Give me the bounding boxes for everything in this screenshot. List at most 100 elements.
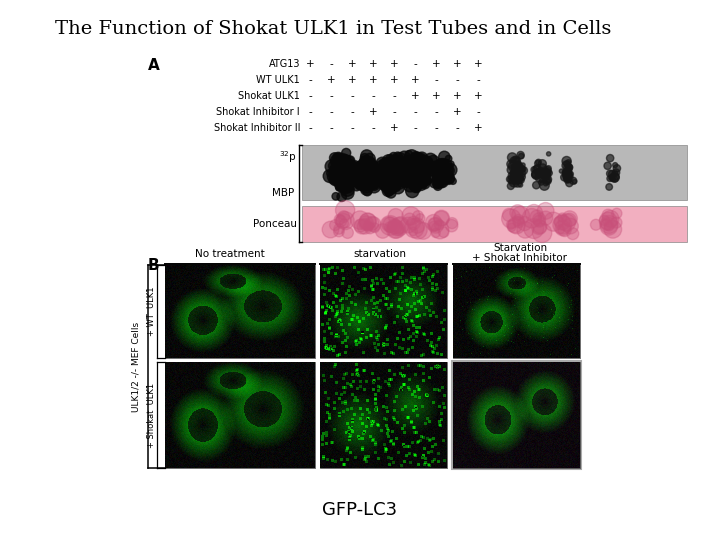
Text: +: + bbox=[474, 59, 482, 69]
Circle shape bbox=[450, 178, 456, 184]
Circle shape bbox=[386, 170, 397, 181]
Circle shape bbox=[510, 157, 519, 166]
Circle shape bbox=[384, 172, 392, 180]
Circle shape bbox=[357, 159, 368, 170]
Circle shape bbox=[395, 171, 405, 181]
Circle shape bbox=[379, 172, 389, 183]
Circle shape bbox=[382, 178, 394, 190]
Circle shape bbox=[379, 161, 392, 173]
Circle shape bbox=[610, 173, 619, 182]
Circle shape bbox=[508, 223, 516, 232]
Circle shape bbox=[384, 163, 397, 176]
Circle shape bbox=[418, 173, 425, 180]
Text: The Function of Shokat ULK1 in Test Tubes and in Cells: The Function of Shokat ULK1 in Test Tube… bbox=[55, 20, 611, 38]
Circle shape bbox=[413, 163, 427, 177]
Circle shape bbox=[357, 219, 373, 234]
Circle shape bbox=[391, 174, 401, 185]
Circle shape bbox=[360, 158, 367, 165]
Circle shape bbox=[429, 162, 438, 171]
Circle shape bbox=[341, 166, 348, 174]
Circle shape bbox=[387, 165, 394, 173]
Circle shape bbox=[418, 163, 427, 172]
Circle shape bbox=[360, 173, 369, 181]
Circle shape bbox=[518, 153, 524, 159]
Circle shape bbox=[336, 176, 342, 181]
Circle shape bbox=[388, 177, 397, 186]
Circle shape bbox=[412, 166, 423, 178]
Circle shape bbox=[382, 166, 395, 180]
Circle shape bbox=[441, 170, 453, 181]
Circle shape bbox=[410, 158, 420, 167]
Circle shape bbox=[513, 170, 518, 174]
Text: +: + bbox=[453, 59, 462, 69]
Circle shape bbox=[382, 170, 389, 176]
Text: Ponceau: Ponceau bbox=[253, 219, 297, 229]
Circle shape bbox=[553, 215, 572, 234]
Circle shape bbox=[386, 188, 396, 198]
Circle shape bbox=[334, 167, 341, 174]
Circle shape bbox=[421, 170, 434, 184]
Circle shape bbox=[392, 174, 402, 184]
Circle shape bbox=[336, 167, 346, 178]
Circle shape bbox=[359, 213, 376, 230]
Circle shape bbox=[388, 161, 400, 173]
Circle shape bbox=[417, 165, 428, 176]
Circle shape bbox=[366, 170, 378, 181]
Circle shape bbox=[394, 164, 406, 176]
Circle shape bbox=[531, 170, 541, 179]
Circle shape bbox=[360, 164, 369, 173]
Circle shape bbox=[413, 161, 423, 170]
Circle shape bbox=[387, 169, 400, 183]
Circle shape bbox=[418, 158, 429, 170]
Circle shape bbox=[386, 164, 395, 173]
Circle shape bbox=[444, 164, 457, 176]
Circle shape bbox=[380, 166, 393, 179]
Circle shape bbox=[392, 159, 402, 170]
Text: +: + bbox=[453, 107, 462, 117]
Circle shape bbox=[327, 170, 334, 177]
Circle shape bbox=[328, 172, 338, 182]
Circle shape bbox=[390, 157, 403, 170]
Circle shape bbox=[387, 174, 399, 186]
Circle shape bbox=[518, 165, 525, 171]
Circle shape bbox=[356, 165, 365, 173]
Text: A: A bbox=[148, 58, 160, 73]
Circle shape bbox=[433, 182, 442, 191]
Circle shape bbox=[410, 178, 420, 187]
Circle shape bbox=[394, 225, 404, 234]
Circle shape bbox=[413, 172, 424, 183]
Circle shape bbox=[418, 170, 428, 181]
Circle shape bbox=[333, 160, 344, 171]
Circle shape bbox=[433, 172, 441, 180]
Circle shape bbox=[330, 172, 342, 184]
Circle shape bbox=[330, 154, 343, 167]
Circle shape bbox=[392, 175, 399, 182]
Circle shape bbox=[388, 163, 397, 172]
Text: +: + bbox=[390, 123, 398, 133]
Circle shape bbox=[399, 166, 410, 177]
Circle shape bbox=[336, 166, 348, 178]
Circle shape bbox=[391, 165, 400, 174]
Circle shape bbox=[390, 171, 401, 182]
Circle shape bbox=[423, 177, 431, 185]
Circle shape bbox=[408, 169, 419, 180]
Circle shape bbox=[356, 168, 367, 179]
Circle shape bbox=[344, 176, 356, 188]
Circle shape bbox=[539, 169, 547, 177]
Circle shape bbox=[410, 164, 420, 173]
Circle shape bbox=[408, 166, 417, 175]
Circle shape bbox=[329, 177, 336, 184]
Circle shape bbox=[340, 173, 352, 186]
Circle shape bbox=[359, 157, 371, 168]
Circle shape bbox=[368, 176, 379, 188]
Circle shape bbox=[405, 151, 413, 158]
Circle shape bbox=[393, 163, 404, 173]
Text: -: - bbox=[350, 107, 354, 117]
Circle shape bbox=[533, 165, 541, 174]
Circle shape bbox=[415, 172, 428, 185]
Circle shape bbox=[419, 161, 426, 167]
Circle shape bbox=[333, 177, 342, 186]
Text: MBP: MBP bbox=[271, 188, 294, 199]
Circle shape bbox=[401, 179, 410, 188]
Circle shape bbox=[361, 164, 369, 171]
